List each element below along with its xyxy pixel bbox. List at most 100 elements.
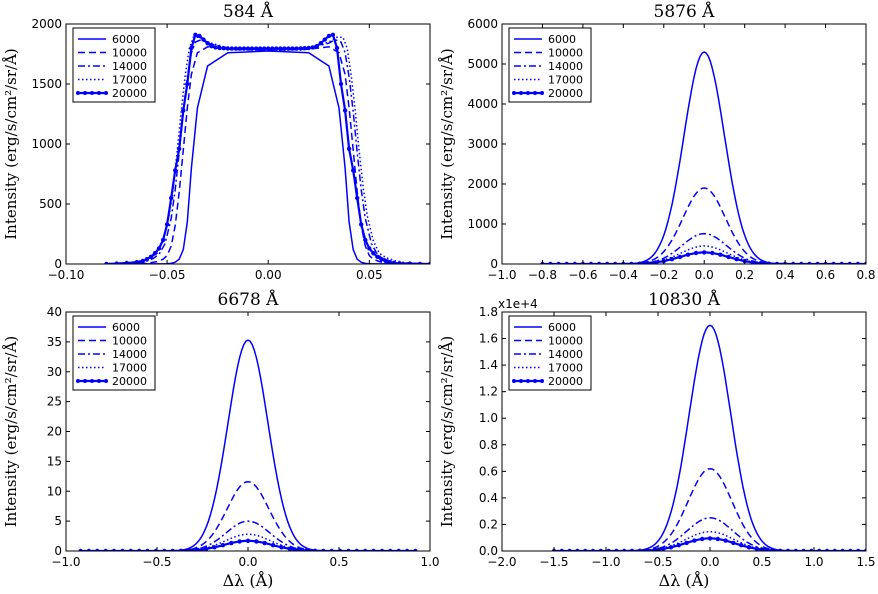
series-marker-20000 [661,546,666,551]
series-marker-20000 [676,543,681,548]
series-marker-20000 [598,548,603,551]
series-marker-20000 [279,545,284,550]
series-marker-20000 [134,260,139,264]
series-marker-20000 [282,46,287,51]
y-tick-label: 1.8 [479,305,498,319]
series-marker-20000 [583,548,588,551]
series-marker-20000 [213,45,218,50]
series-marker-20000 [726,254,731,260]
series-marker-20000 [707,536,713,541]
x-tick-label: 0.5 [752,555,771,569]
series-marker-20000 [201,37,206,42]
y-axis-label: Intensity (erg/s/cm²/sr/Å) [438,336,456,528]
series-marker-20000 [205,41,210,46]
series-line-6000 [80,339,416,551]
series-marker-20000 [762,547,767,551]
x-tick-label: −1.0 [51,555,80,569]
y-tick-label: 10 [47,484,62,498]
series-marker-20000 [346,548,351,551]
series-marker-20000 [302,46,307,51]
x-tick-label: −0.2 [649,268,678,282]
series-marker-20000 [209,44,214,49]
series-marker-20000 [212,545,217,550]
series-marker-20000 [237,539,242,544]
series-marker-20000 [397,261,402,264]
series-line-10000 [554,467,866,551]
series-marker-20000 [413,548,418,551]
series-marker-20000 [596,261,602,264]
series-marker-20000 [700,536,705,542]
y-tick-label: 1.4 [479,358,498,372]
series-marker-20000 [354,548,359,551]
series-marker-20000 [128,548,133,551]
series-marker-20000 [637,261,642,264]
legend-marker [90,379,94,383]
series-marker-20000 [824,548,830,551]
series-marker-20000 [220,543,226,548]
legend-label: 14000 [548,60,583,73]
series-marker-20000 [856,548,861,551]
series-marker-20000 [731,540,736,546]
legend-marker [519,379,523,383]
series-marker-20000 [229,540,234,546]
series-marker-20000 [245,46,251,51]
series-marker-20000 [839,261,844,264]
legend-marker [83,91,87,95]
chart-panel-2: −1.0 −0.5 0.0 0.5 1.0 0 5 10 15 20 25 30 35 40 6678 Å I… [2,289,440,590]
series-marker-20000 [294,46,299,51]
x-tick-label: −0.8 [528,268,557,282]
y-tick-label: 6000 [467,17,498,31]
legend-marker [533,379,537,383]
legend-marker [512,91,516,95]
series-marker-20000 [622,548,627,551]
series-marker-20000 [329,548,334,551]
series-marker-20000 [637,548,642,551]
x-tick-label: 0.6 [816,268,835,282]
y-tick-label: 0 [54,257,62,271]
y-tick-label: 0 [490,257,498,271]
series-marker-20000 [148,254,154,259]
series-marker-20000 [124,260,129,264]
x-tick-label: −1.0 [591,555,620,569]
series-marker-20000 [137,548,142,551]
series-marker-20000 [334,45,340,51]
series-marker-20000 [407,261,412,264]
series-marker-20000 [120,548,125,551]
series-marker-20000 [140,258,145,264]
y-tick-label: 1500 [31,77,62,91]
series-marker-20000 [262,46,267,51]
x-tick-label: 0.0 [238,555,257,569]
series-marker-20000 [144,257,150,262]
x-tick-label: 0.5 [329,555,348,569]
series-marker-20000 [342,108,348,113]
series-marker-20000 [145,548,150,551]
series-marker-20000 [318,41,323,46]
series-marker-20000 [312,548,318,551]
series-marker-20000 [427,261,430,264]
series-marker-20000 [817,548,822,551]
series-marker-20000 [187,548,192,551]
series-marker-20000 [758,261,763,264]
x-tick-label: 0.0 [700,555,719,569]
series-marker-20000 [371,251,376,256]
legend-label: 10000 [548,335,583,348]
chart-title: 6678 Å [218,289,280,310]
x-tick-label: −0.10 [48,268,85,282]
x-tick-label: 0.00 [255,268,282,282]
series-marker-20000 [396,548,401,551]
legend-marker [90,91,94,95]
x-tick-label: 0.0 [695,268,714,282]
series-marker-20000 [590,548,596,551]
legend-marker [97,91,101,95]
series-marker-20000 [270,46,275,51]
series-line-14000 [542,232,866,264]
chart-panel-3: −2.0 −1.5 −1.0 −0.5 0.0 0.5 1.0 1.5 0.0 0.2 0.4 0.6… [438,289,876,590]
series-marker-20000 [379,257,384,262]
legend-label: 6000 [548,33,576,46]
y-axis-label: Intensity (erg/s/cm²/sr/Å) [2,48,20,240]
series-marker-20000 [556,261,561,264]
y-axis-label: Intensity (erg/s/cm²/sr/Å) [438,48,456,240]
y-tick-label: 2000 [467,177,498,191]
